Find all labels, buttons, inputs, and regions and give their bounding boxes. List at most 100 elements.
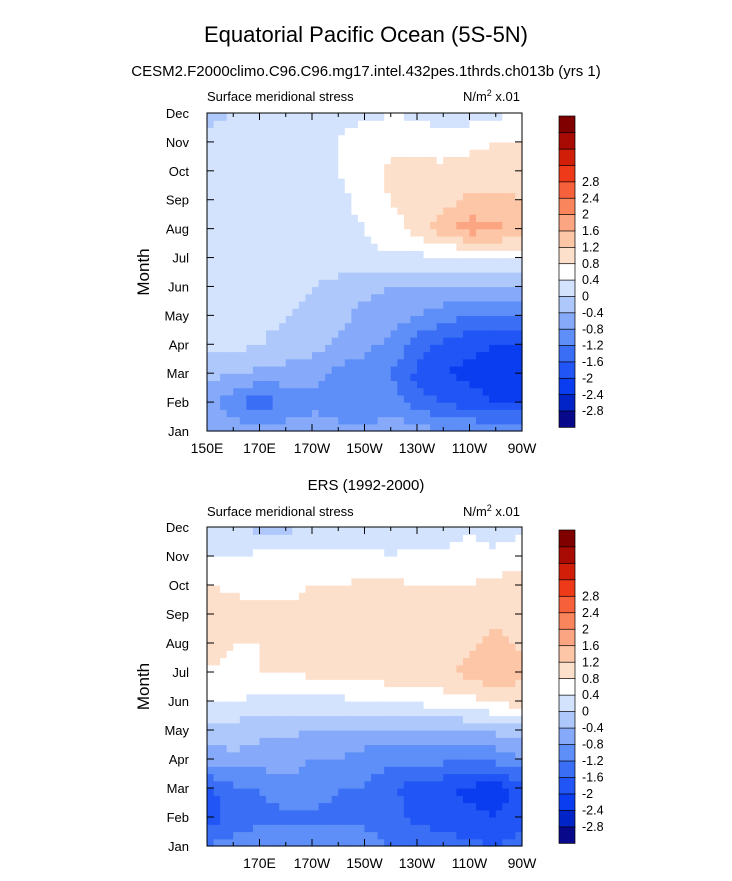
heatmap-cell xyxy=(502,621,510,630)
heatmap-cell xyxy=(226,329,234,338)
heatmap-cell xyxy=(246,809,254,818)
heatmap-cell xyxy=(489,300,497,309)
heatmap-cell xyxy=(351,751,359,760)
heatmap-cell xyxy=(410,773,418,782)
heatmap-cell xyxy=(469,387,477,396)
heatmap-cell xyxy=(298,621,307,630)
heatmap-cell xyxy=(318,541,326,550)
heatmap-cell xyxy=(239,156,247,165)
heatmap-cell xyxy=(357,257,366,266)
heatmap-cell xyxy=(213,606,221,615)
heatmap-cell xyxy=(338,373,346,382)
heatmap-cell xyxy=(456,300,464,309)
heatmap-cell xyxy=(318,780,326,789)
heatmap-cell xyxy=(436,192,444,201)
heatmap-cell xyxy=(285,628,293,637)
heatmap-cell xyxy=(246,235,254,244)
heatmap-cell xyxy=(397,149,405,157)
heatmap-cell xyxy=(226,365,234,374)
heatmap-cell xyxy=(207,795,215,804)
heatmap-cell xyxy=(298,337,307,345)
heatmap-cell xyxy=(331,556,339,564)
heatmap-cell xyxy=(482,795,490,804)
heatmap-cell xyxy=(351,585,359,593)
heatmap-cell xyxy=(377,192,385,201)
heatmap-cell xyxy=(338,809,346,818)
heatmap-cell xyxy=(213,780,221,789)
heatmap-cell xyxy=(384,228,392,237)
heatmap-cell xyxy=(476,170,484,179)
heatmap-cell xyxy=(417,423,425,432)
heatmap-cell xyxy=(331,214,339,223)
heatmap-cell xyxy=(272,402,280,410)
heatmap-cell xyxy=(482,650,490,659)
heatmap-cell xyxy=(279,113,287,121)
heatmap-cell xyxy=(371,344,379,353)
heatmap-cell xyxy=(482,802,490,811)
heatmap-cell xyxy=(325,563,333,572)
heatmap-cell xyxy=(515,838,523,847)
heatmap-cell xyxy=(371,113,379,121)
heatmap-cell xyxy=(462,416,471,425)
heatmap-cell xyxy=(443,577,451,586)
heatmap-cell xyxy=(226,394,234,403)
heatmap-cell xyxy=(357,329,366,338)
heatmap-cell xyxy=(292,744,300,753)
heatmap-cell xyxy=(377,279,385,288)
heatmap-cell xyxy=(410,120,418,129)
colorbar-box xyxy=(558,213,576,232)
heatmap-cell xyxy=(449,127,457,136)
heatmap-cell xyxy=(403,556,412,564)
heatmap-cell xyxy=(325,113,333,121)
heatmap-cell xyxy=(410,686,418,695)
heatmap-cell xyxy=(436,337,444,345)
heatmap-cell xyxy=(266,373,274,382)
y-tick-label: May xyxy=(164,723,189,738)
heatmap-cell xyxy=(476,715,484,724)
heatmap-cell xyxy=(292,185,300,194)
heatmap-cell xyxy=(331,351,339,360)
heatmap-cell xyxy=(239,315,247,324)
heatmap-cell xyxy=(502,780,510,789)
heatmap-cell xyxy=(469,351,477,360)
heatmap-cell xyxy=(508,824,517,833)
heatmap-cell xyxy=(239,766,247,775)
heatmap-cell xyxy=(489,113,497,121)
heatmap-cell xyxy=(207,423,215,432)
heatmap-cell xyxy=(390,527,398,535)
colorbar-box xyxy=(558,312,576,330)
heatmap-cell xyxy=(462,358,471,367)
heatmap-cell xyxy=(377,809,385,818)
heatmap-cell xyxy=(489,272,497,280)
heatmap-cell xyxy=(476,178,484,186)
heatmap-cell xyxy=(233,120,241,129)
heatmap-cell xyxy=(482,394,490,403)
heatmap-cell xyxy=(469,817,477,825)
heatmap-cell xyxy=(233,838,241,847)
heatmap-cell xyxy=(430,235,438,244)
heatmap-cell xyxy=(384,416,392,425)
heatmap-cell xyxy=(338,416,346,425)
heatmap-cell xyxy=(462,534,471,543)
heatmap-cell xyxy=(285,228,293,237)
heatmap-cell xyxy=(351,235,359,244)
heatmap-cell xyxy=(239,264,247,273)
heatmap-cell xyxy=(443,548,451,557)
colorbar-box xyxy=(558,644,576,663)
heatmap-cell xyxy=(325,127,333,136)
heatmap-cell xyxy=(279,686,287,695)
heatmap-cell xyxy=(397,409,405,418)
heatmap-cell xyxy=(285,206,293,215)
heatmap-cell xyxy=(213,737,221,746)
heatmap-cell xyxy=(279,570,287,579)
heatmap-cell xyxy=(384,766,392,775)
heatmap-cell xyxy=(298,127,307,136)
heatmap-cell xyxy=(515,817,523,825)
heatmap-cell xyxy=(403,751,412,760)
heatmap-cell xyxy=(482,127,490,136)
heatmap-cell xyxy=(390,541,398,550)
heatmap-cell xyxy=(344,809,352,818)
heatmap-cell xyxy=(390,337,398,345)
heatmap-cell xyxy=(233,199,241,208)
heatmap-cell xyxy=(285,766,293,775)
